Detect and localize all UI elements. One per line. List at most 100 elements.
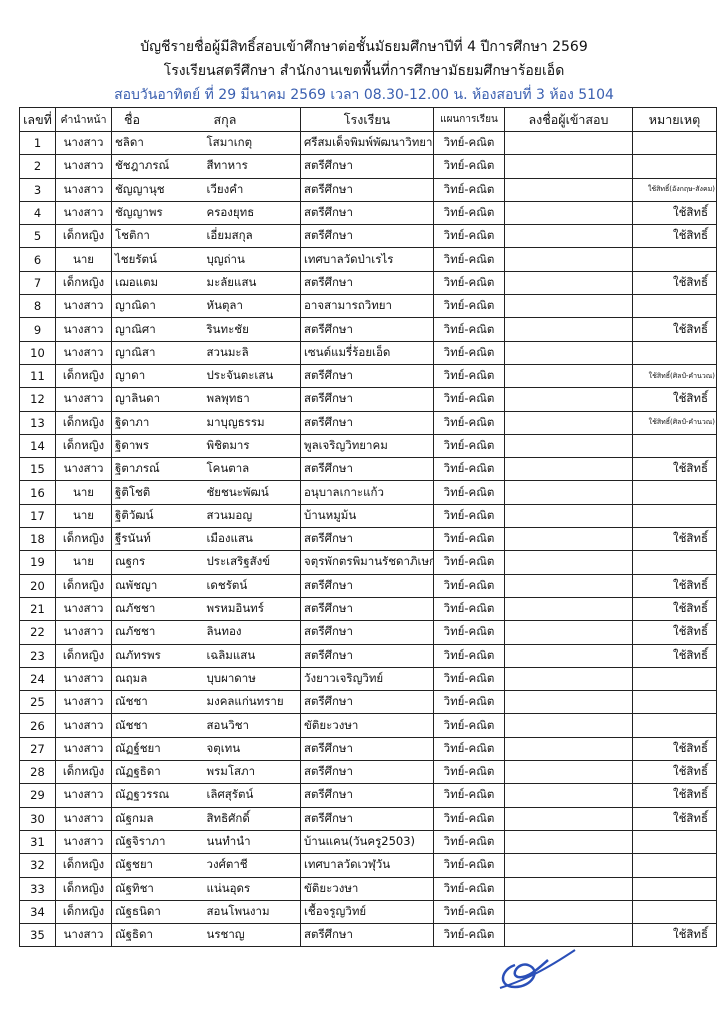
row-number: 33 [19, 876, 56, 901]
row-signature-cell[interactable] [504, 736, 633, 762]
row-signature-cell[interactable] [504, 317, 633, 342]
row-prefix: นางสาว [55, 829, 112, 855]
row-remark: ใช้สิทธิ์ [632, 923, 717, 948]
row-signature-cell[interactable] [504, 340, 633, 365]
row-remark [632, 130, 717, 156]
row-number: 30 [19, 806, 56, 831]
row-last-name: จตุเทน [203, 736, 301, 762]
row-last-name: มะลัยแสน [203, 270, 301, 296]
row-last-name: พลพุทธา [203, 387, 301, 412]
row-study-plan: วิทย์-คณิต [433, 760, 505, 785]
row-signature-cell[interactable] [504, 876, 633, 901]
row-signature-cell[interactable] [504, 457, 633, 482]
row-signature-cell[interactable] [504, 643, 633, 668]
document-title: บัญชีรายชื่อผู้มีสิทธิ์สอบเข้าศึกษาต่อชั… [140, 39, 588, 55]
row-signature-cell[interactable] [504, 503, 633, 529]
row-study-plan: วิทย์-คณิต [433, 596, 505, 622]
row-first-name: ณภัทรพร [111, 643, 204, 668]
row-remark [632, 480, 717, 505]
row-remark: ใช้สิทธิ์ [632, 317, 717, 342]
row-study-plan: วิทย์-คณิต [433, 876, 505, 901]
row-prefix: นางสาว [55, 317, 112, 342]
row-signature-cell[interactable] [504, 480, 633, 505]
row-first-name: ณฤมล [111, 666, 204, 692]
row-signature-cell[interactable] [504, 713, 633, 738]
row-signature-cell[interactable] [504, 806, 633, 831]
row-signature-cell[interactable] [504, 527, 633, 552]
row-signature-cell[interactable] [504, 154, 633, 179]
row-last-name: นนทำนำ [203, 829, 301, 855]
row-last-name: สอนโพนงาม [203, 899, 301, 925]
row-school: สตรีศึกษา [300, 363, 434, 389]
row-school: เทศบาลวัดเวฬุวัน [300, 853, 434, 878]
row-signature-cell[interactable] [504, 410, 633, 435]
row-last-name: ชัยชนะพัฒน์ [203, 480, 301, 505]
row-signature-cell[interactable] [504, 760, 633, 785]
row-last-name: สีทาหาร [203, 154, 301, 179]
row-number: 17 [19, 503, 56, 529]
row-signature-cell[interactable] [504, 550, 633, 575]
row-prefix: นางสาว [55, 806, 112, 831]
row-signature-cell[interactable] [504, 666, 633, 692]
row-school: สตรีศึกษา [300, 154, 434, 179]
row-last-name: หันตุลา [203, 294, 301, 319]
row-first-name: ณภัชชา [111, 620, 204, 645]
row-signature-cell[interactable] [504, 690, 633, 715]
row-signature-cell[interactable] [504, 853, 633, 878]
row-number: 34 [19, 899, 56, 925]
row-school: สตรีศึกษา [300, 527, 434, 552]
row-signature-cell[interactable] [504, 829, 633, 855]
row-first-name: ญาลินดา [111, 387, 204, 412]
row-first-name: ไชยรัตน์ [111, 247, 204, 272]
row-study-plan: วิทย์-คณิต [433, 457, 505, 482]
row-remark: ใช้สิทธิ์(ศิลป์-คำนวณ) [632, 410, 717, 435]
row-number: 32 [19, 853, 56, 878]
row-remark [632, 853, 717, 878]
row-signature-cell[interactable] [504, 620, 633, 645]
row-signature-cell[interactable] [504, 363, 633, 389]
row-signature-cell[interactable] [504, 899, 633, 925]
row-number: 5 [19, 224, 56, 249]
row-school: สตรีศึกษา [300, 270, 434, 296]
row-signature-cell[interactable] [504, 270, 633, 296]
row-number: 7 [19, 270, 56, 296]
row-last-name: โคนตาล [203, 457, 301, 482]
row-first-name: ณัฐทิชา [111, 876, 204, 901]
row-signature-cell[interactable] [504, 387, 633, 412]
row-remark: ใช้สิทธิ์ [632, 643, 717, 668]
row-signature-cell[interactable] [504, 130, 633, 156]
row-number: 27 [19, 736, 56, 762]
row-signature-cell[interactable] [504, 177, 633, 202]
row-signature-cell[interactable] [504, 783, 633, 808]
row-prefix: เด็กหญิง [55, 363, 112, 389]
row-remark [632, 247, 717, 272]
table-row: 32 เด็กหญิง ณัฐชยา วงศ์ตาชี เทศบาลวัดเวฬุวัน… [19, 853, 717, 878]
table-row: 3 นางสาว ชัญญานุช เวียงคำ สตรีศึกษา วิทย์-คณิ… [19, 177, 717, 202]
row-last-name: สิทธิศักดิ์ [203, 806, 301, 831]
table-row: 12 นางสาว ญาลินดา พลพุทธา สตรีศึกษา วิทย์-คณิ… [19, 387, 717, 412]
table-row: 10 นางสาว ญาณิสา สวนมะลิ เซนต์แมรี่ร้อยเอ็ดว… [19, 340, 717, 365]
row-remark: ใช้สิทธิ์(อังกฤษ-สังคม) [632, 177, 717, 202]
row-signature-cell[interactable] [504, 247, 633, 272]
row-study-plan: วิทย์-คณิต [433, 806, 505, 831]
row-school: ศรีสมเด็จพิมพ์พัฒนาวิทยา [300, 130, 434, 156]
table-row: 16 นาย ฐิติโชติ ชัยชนะพัฒน์ อนุบาลเกาะแก้ว วิ… [19, 480, 717, 505]
row-first-name: ชลิดา [111, 130, 204, 156]
row-study-plan: วิทย์-คณิต [433, 736, 505, 762]
row-signature-cell[interactable] [504, 923, 633, 948]
row-prefix: เด็กหญิง [55, 876, 112, 901]
row-prefix: นางสาว [55, 200, 112, 226]
row-signature-cell[interactable] [504, 433, 633, 459]
row-remark: ใช้สิทธิ์ [632, 596, 717, 622]
row-signature-cell[interactable] [504, 224, 633, 249]
row-last-name: วงศ์ตาชี [203, 853, 301, 878]
row-signature-cell[interactable] [504, 200, 633, 226]
row-signature-cell[interactable] [504, 573, 633, 598]
row-first-name: ณัฏฐวรรณ [111, 783, 204, 808]
row-signature-cell[interactable] [504, 294, 633, 319]
row-first-name: เฌอแตม [111, 270, 204, 296]
row-first-name: ญาณิศา [111, 317, 204, 342]
row-last-name: มาบุญธรรม [203, 410, 301, 435]
row-study-plan: วิทย์-คณิต [433, 713, 505, 738]
row-signature-cell[interactable] [504, 596, 633, 622]
